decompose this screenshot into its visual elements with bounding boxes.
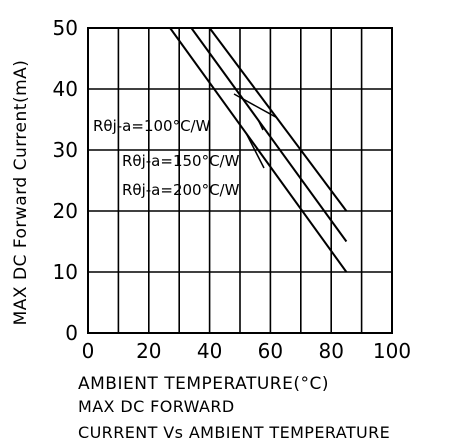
caption-line-1: MAX DC FORWARD <box>78 397 235 416</box>
x-tick-label: 100 <box>373 339 411 363</box>
series-line-3 <box>169 27 348 273</box>
x-tick-label: 40 <box>197 339 222 363</box>
annotation-leader <box>257 119 264 131</box>
annotation-labels: Rθj-a=100°C/W Rθj-a=150°C/W Rθj-a=200°C/W <box>93 117 240 199</box>
y-tick-label: 30 <box>53 138 78 162</box>
annotation-label-1: Rθj-a=100°C/W <box>93 117 211 135</box>
y-tick-label: 50 <box>53 16 78 40</box>
x-tick-labels: 0 20 40 60 80 100 <box>82 339 411 363</box>
y-tick-labels: 0 10 20 30 40 50 <box>53 16 78 345</box>
series-lines <box>169 27 348 273</box>
y-tick-label: 10 <box>53 260 78 284</box>
series-line-1 <box>208 27 348 212</box>
x-tick-label: 0 <box>82 339 95 363</box>
annotation-leader <box>245 132 265 169</box>
grid <box>88 28 392 333</box>
series-line-2 <box>190 27 348 243</box>
annotation-leader <box>233 93 277 119</box>
y-tick-label: 0 <box>65 321 78 345</box>
annotation-label-2: Rθj-a=150°C/W <box>122 152 240 170</box>
x-tick-label: 20 <box>136 339 161 363</box>
annotation-label-3: Rθj-a=200°C/W <box>122 181 240 199</box>
x-tick-label: 80 <box>318 339 343 363</box>
y-tick-label: 40 <box>53 77 78 101</box>
plot-frame <box>87 27 393 334</box>
caption-line-2: CURRENT Vs AMBIENT TEMPERATURE <box>78 423 391 442</box>
x-axis-label: AMBIENT TEMPERATURE(°C) <box>78 374 329 394</box>
annotation-leaders <box>233 93 277 169</box>
x-tick-label: 60 <box>258 339 283 363</box>
y-axis-label: MAX DC Forward Current(mA) <box>11 60 31 326</box>
y-tick-label: 20 <box>53 199 78 223</box>
